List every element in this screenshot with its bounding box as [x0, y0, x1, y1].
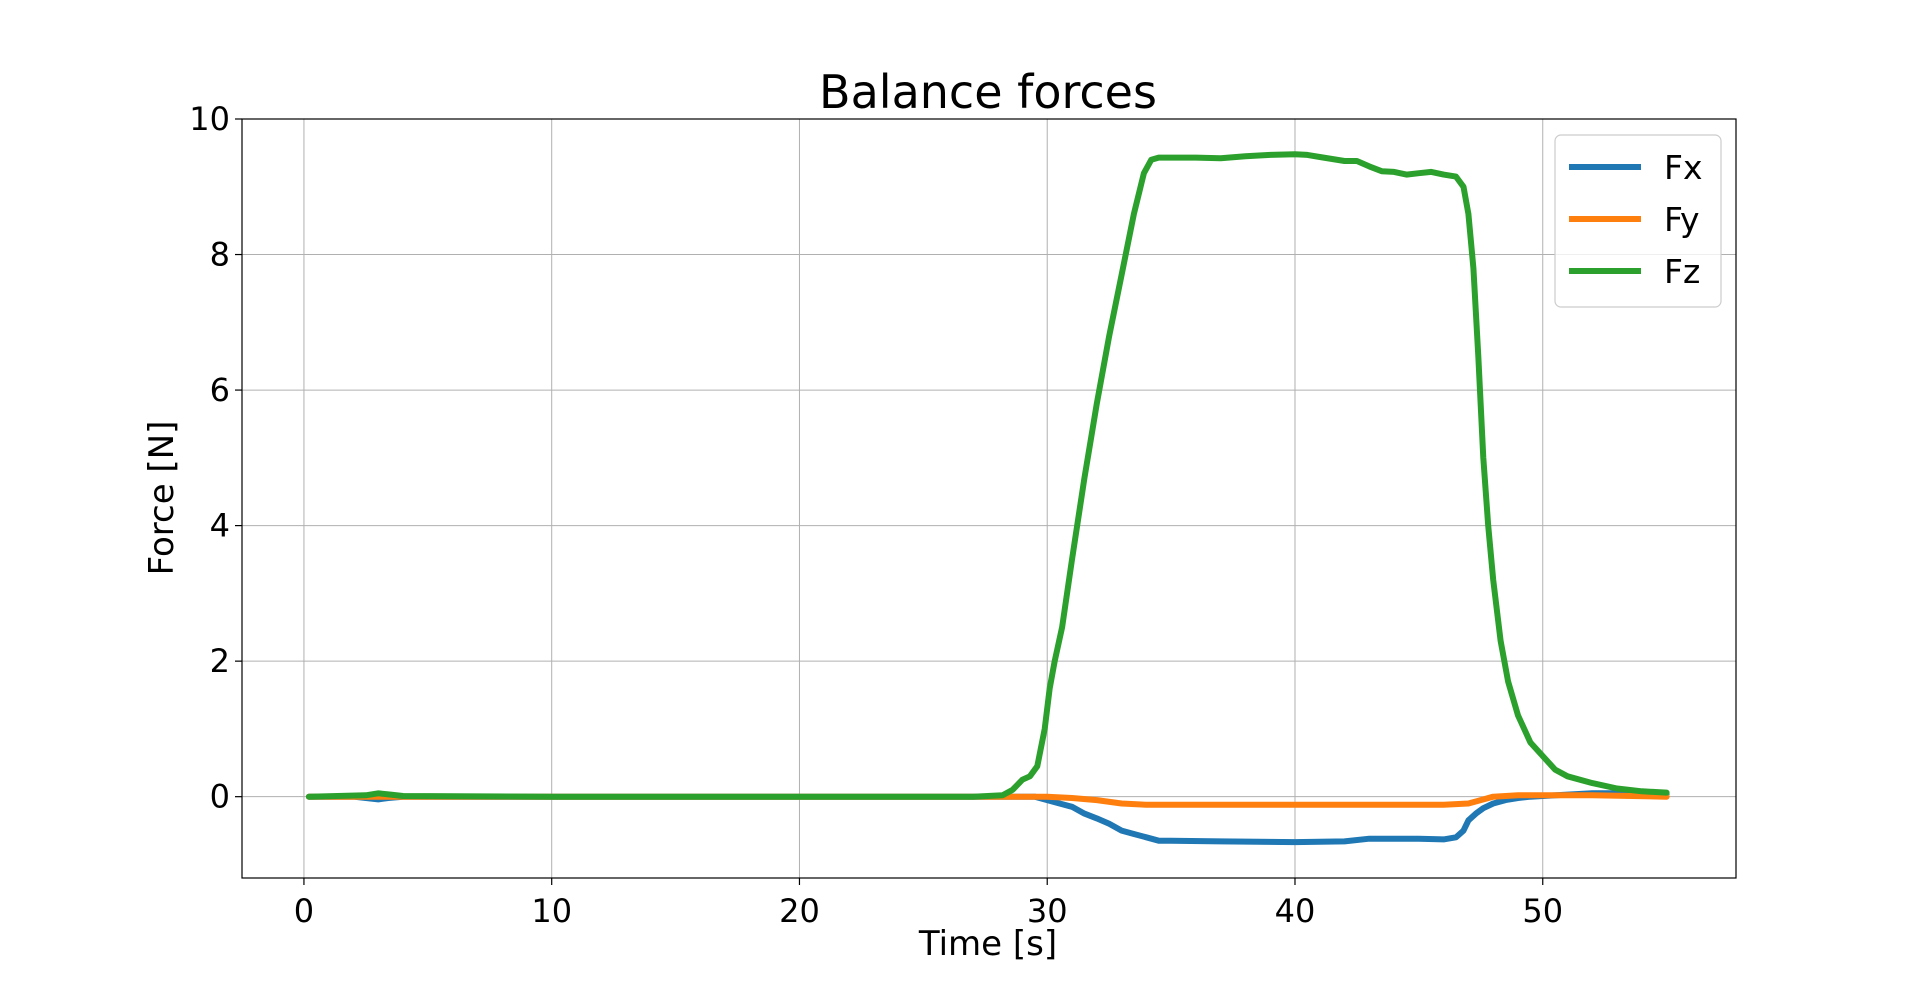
- chart-title: Balance forces: [819, 65, 1157, 119]
- ticks: 0 10 20 30 40 50 0 2 4 6 8 10: [189, 100, 1563, 930]
- y-tick-label: 8: [210, 236, 230, 274]
- plot-frame: [241, 118, 1737, 879]
- y-tick-label: 4: [210, 507, 230, 545]
- y-tick-label: 6: [210, 371, 230, 409]
- x-tick-label: 20: [779, 892, 820, 930]
- legend-label-fy: Fy: [1664, 200, 1699, 239]
- x-tick-label: 40: [1275, 892, 1316, 930]
- x-tick-label: 50: [1522, 892, 1563, 930]
- y-axis-label: Force [N]: [142, 421, 182, 576]
- y-tick-label: 2: [210, 642, 230, 680]
- x-tick-label: 10: [531, 892, 572, 930]
- legend-label-fz: Fz: [1664, 252, 1700, 291]
- series-line-fy: [305, 792, 1670, 808]
- legend: Fx Fy Fz: [1554, 134, 1722, 308]
- x-tick-label: 30: [1027, 892, 1068, 930]
- y-tick-label: 10: [189, 100, 230, 138]
- x-tick-label: 0: [294, 892, 314, 930]
- legend-label-fx: Fx: [1664, 148, 1703, 187]
- y-tick-label: 0: [210, 778, 230, 816]
- x-axis-label: Time [s]: [918, 924, 1057, 964]
- series-layer: [305, 151, 1670, 846]
- series-line-fz: [305, 151, 1670, 800]
